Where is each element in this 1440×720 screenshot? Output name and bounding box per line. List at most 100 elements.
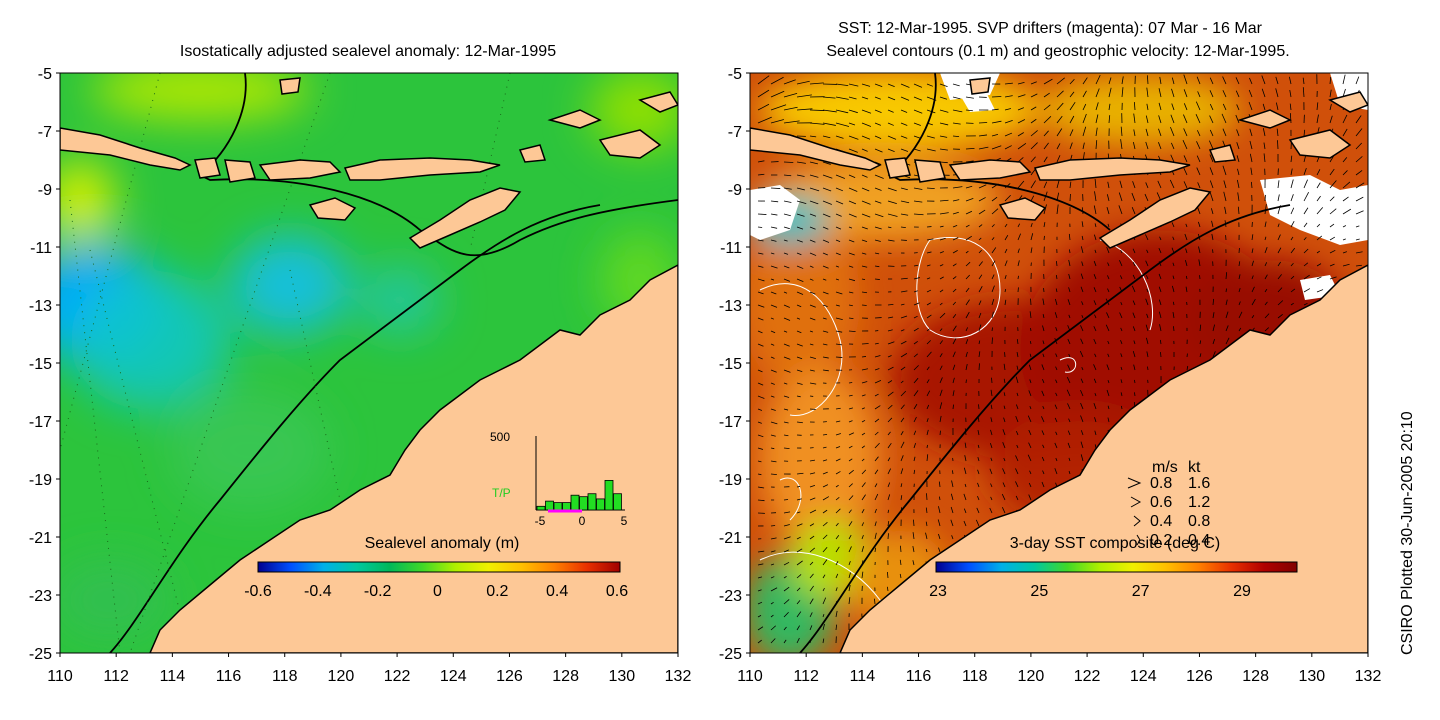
right-lon-tick-label: 112 <box>793 668 819 685</box>
legend-speed-ms: 0.6 <box>1150 494 1172 511</box>
inset-histogram-bar <box>562 502 571 511</box>
sst-colorbar-tick-label: 27 <box>1132 583 1150 600</box>
right-lat-tick-label: -19 <box>719 472 742 489</box>
left-lat-tick-label: -15 <box>29 356 52 373</box>
right-lat-tick-label: -9 <box>728 182 742 199</box>
sla-colorbar-tick-label: -0.6 <box>244 583 272 600</box>
right-lat-tick-label: -23 <box>719 588 742 605</box>
legend-speed-kt: 0.8 <box>1188 513 1210 530</box>
sla-colorbar-tick-label: 0.4 <box>546 583 568 600</box>
inset-histogram-bar <box>570 494 580 511</box>
right-lat-tick-label: -11 <box>720 240 742 257</box>
sst-colorbar-ticks: 23 25 27 29 <box>929 583 1251 600</box>
legend-speed-kt: 1.6 <box>1188 475 1210 492</box>
sst-colorbar-tick-label: 25 <box>1030 583 1048 600</box>
sst-colorbar-tick-label: 23 <box>929 583 947 600</box>
inset-histogram-bar <box>579 496 588 511</box>
sla-colorbar <box>257 561 621 573</box>
velocity-legend: m/s kt 0.8 1.6 0.6 1.2 0.4 0.8 0.2 0.4 <box>1127 459 1210 549</box>
sst-colorbar <box>935 561 1298 573</box>
sst-colorbar-title: 3-day SST composite (deg C) <box>1010 535 1220 552</box>
right-lon-tick-label: 130 <box>1298 668 1325 685</box>
sla-colorbar-title: Sealevel anomaly (m) <box>365 535 520 552</box>
left-lat-tick-label: -7 <box>38 124 52 141</box>
left-lon-tick-label: 122 <box>384 668 411 685</box>
sla-colorbar-tick-label: -0.4 <box>304 583 332 600</box>
left-lon-tick-label: 130 <box>608 668 635 685</box>
legend-header-kt: kt <box>1188 459 1201 476</box>
right-lon-tick-label: 132 <box>1355 668 1382 685</box>
tp-histogram-inset: 500 T/P -5 0 5 <box>490 430 628 528</box>
right-lat-tick-label: -17 <box>719 414 742 431</box>
inset-histogram-bar <box>587 493 597 511</box>
left-lon-tick-label: 126 <box>496 668 523 685</box>
sla-colorbar-tick-label: -0.2 <box>364 583 392 600</box>
right-lat-tick-label: -7 <box>728 124 742 141</box>
left-lon-tick-label: 114 <box>160 668 186 685</box>
left-lat-tick-label: -11 <box>30 240 52 257</box>
legend-speed-kt: 1.2 <box>1188 494 1210 511</box>
sla-colorbar-tick-label: 0 <box>433 583 442 600</box>
sealevel-anomaly-map: Isostatically adjusted sealevel anomaly:… <box>29 43 692 685</box>
inset-histogram-bar <box>604 479 614 511</box>
inset-series-label: T/P <box>492 486 511 500</box>
sla-colorbar-tick-label: 0.2 <box>486 583 508 600</box>
right-axes: -5 -7 -9 -11 -13 -15 -17 -19 -21 -23 -25 110 112 114 1… <box>719 66 1382 685</box>
sla-field <box>60 73 678 653</box>
left-lon-tick-label: 120 <box>328 668 355 685</box>
right-panel-title-line2: Sealevel contours (0.1 m) and geostrophi… <box>826 43 1289 60</box>
right-lon-tick-label: 120 <box>1018 668 1045 685</box>
legend-arrow <box>1127 477 1142 489</box>
sst-colorbar-tick-label: 29 <box>1233 583 1251 600</box>
right-lon-tick-label: 114 <box>850 668 876 685</box>
left-lat-tick-label: -23 <box>29 588 52 605</box>
isobath-contour <box>198 73 678 257</box>
right-lat-tick-label: -25 <box>719 646 742 663</box>
right-lon-tick-label: 116 <box>906 668 932 685</box>
left-lon-tick-label: 112 <box>103 668 129 685</box>
sst-map: SST: 12-Mar-1995. SVP drifters (magenta)… <box>719 20 1382 685</box>
legend-header-ms: m/s <box>1152 459 1178 476</box>
left-lat-tick-label: -19 <box>29 472 52 489</box>
right-lat-tick-label: -21 <box>719 530 742 547</box>
left-lon-tick-label: 110 <box>47 668 73 685</box>
left-lon-tick-label: 116 <box>216 668 242 685</box>
inset-x-label-min: -5 <box>535 514 546 528</box>
left-axes: -5 -7 -9 -11 -13 -15 -17 -19 -21 -23 -25 110 112 114 1… <box>29 66 692 685</box>
inset-ymax-label: 500 <box>490 430 510 444</box>
right-lat-tick-label: -5 <box>728 66 742 83</box>
credit-text: CSIRO Plotted 30-Jun-2005 20:10 <box>1399 411 1416 655</box>
inset-x-label-zero: 0 <box>579 514 586 528</box>
left-lat-tick-label: -5 <box>38 66 52 83</box>
left-lon-tick-label: 124 <box>440 668 467 685</box>
sla-colorbar-ticks: -0.6 -0.4 -0.2 0 0.2 0.4 0.6 <box>244 583 628 600</box>
left-lon-tick-label: 128 <box>552 668 579 685</box>
legend-arrow <box>1136 534 1141 546</box>
legend-speed-ms: 0.2 <box>1150 532 1172 549</box>
left-lon-tick-label: 132 <box>665 668 692 685</box>
legend-speed-kt: 0.4 <box>1188 532 1210 549</box>
left-lat-tick-label: -13 <box>29 298 52 315</box>
legend-speed-ms: 0.4 <box>1150 513 1172 530</box>
right-panel-title-line1: SST: 12-Mar-1995. SVP drifters (magenta)… <box>838 20 1263 37</box>
legend-arrow <box>1130 496 1142 508</box>
left-panel-title: Isostatically adjusted sealevel anomaly:… <box>180 43 556 60</box>
right-lon-tick-label: 110 <box>737 668 763 685</box>
inset-x-label-max: 5 <box>621 514 628 528</box>
left-lat-tick-label: -9 <box>38 182 52 199</box>
right-lon-tick-label: 118 <box>962 668 988 685</box>
right-lat-tick-label: -13 <box>719 298 742 315</box>
right-lat-tick-label: -15 <box>719 356 742 373</box>
inset-histogram-bar <box>545 500 554 511</box>
left-lat-tick-label: -25 <box>29 646 52 663</box>
inset-histogram-bar <box>596 498 605 511</box>
left-lat-tick-label: -17 <box>29 414 52 431</box>
inset-histogram-bar <box>536 505 546 511</box>
inset-histogram-bar <box>613 493 622 511</box>
right-lon-tick-label: 128 <box>1242 668 1269 685</box>
right-lon-tick-label: 126 <box>1186 668 1213 685</box>
inset-histogram-bar <box>553 502 563 511</box>
sst-field <box>750 73 1368 653</box>
legend-speed-ms: 0.8 <box>1150 475 1172 492</box>
right-lon-tick-label: 122 <box>1074 668 1101 685</box>
